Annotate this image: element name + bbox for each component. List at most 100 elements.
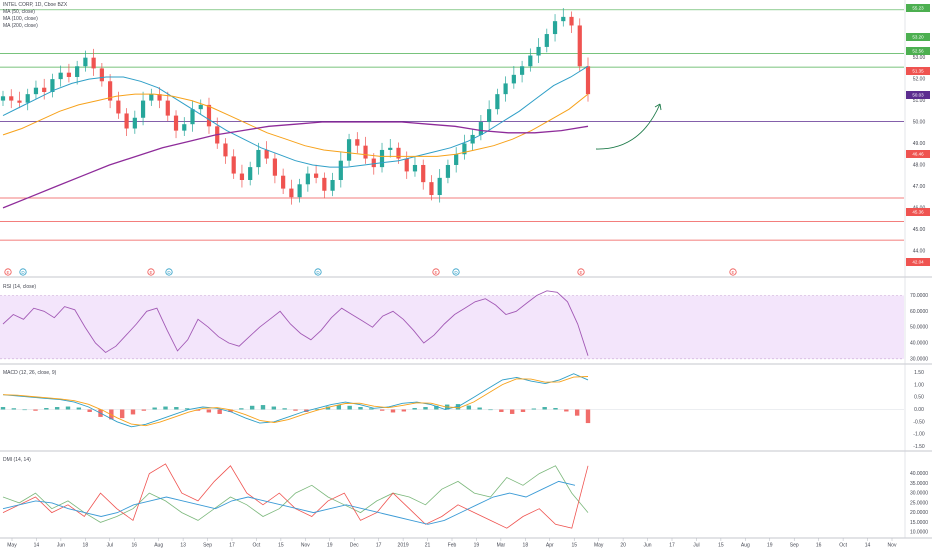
macd-line[interactable] [2,373,589,428]
candle-body-2[interactable] [17,100,22,103]
candle-body-22[interactable] [182,124,187,131]
candle-body-0[interactable] [0,96,6,101]
candle-body-39[interactable] [322,177,327,191]
rsi-pane[interactable] [0,290,904,360]
candle-body-3[interactable] [25,94,30,103]
candle-body-8[interactable] [66,72,72,77]
ma50-line[interactable] [2,65,589,168]
candle-body-15[interactable] [124,113,129,129]
macd-hist-bar-24[interactable] [260,405,266,410]
candle-body-60[interactable] [495,94,500,110]
macd-hist-bar-38[interactable] [412,408,417,410]
candle-body-69[interactable] [569,16,574,26]
candle-body-19[interactable] [157,94,162,101]
candle-body-42[interactable] [346,139,352,161]
candle-body-28[interactable] [231,156,236,174]
macd-hist-bar-13[interactable] [141,409,147,411]
macd-hist-bar-37[interactable] [401,409,407,412]
macd-hist-bar-32[interactable] [347,405,352,410]
candle-body-13[interactable] [108,81,113,101]
dmi-minus-line[interactable] [2,463,589,529]
candle-body-67[interactable] [552,21,558,35]
candle-body-63[interactable] [519,66,525,75]
macd-hist-bar-34[interactable] [369,408,374,410]
macd-hist-bar-27[interactable] [293,409,298,411]
candle-body-44[interactable] [363,145,368,159]
candle-body-36[interactable] [297,184,302,198]
candle-body-1[interactable] [9,96,14,101]
candle-body-32[interactable] [264,149,269,159]
macd-hist-bar-47[interactable] [509,409,515,414]
macd-hist-bar-43[interactable] [466,405,472,410]
event-marker-6[interactable]: D [452,268,460,276]
macd-pane[interactable] [0,373,904,428]
macd-hist-bar-45[interactable] [488,409,493,411]
macd-hist-bar-1[interactable] [11,408,17,410]
macd-hist-bar-49[interactable] [531,408,537,410]
event-marker-3[interactable]: D [165,268,173,276]
macd-hist-bar-29[interactable] [314,409,320,410]
adx-line[interactable] [2,480,576,525]
candle-body-23[interactable] [190,109,195,125]
candle-body-68[interactable] [561,16,566,22]
macd-hist-bar-33[interactable] [358,407,363,410]
candle-body-48[interactable] [396,147,401,159]
candle-body-10[interactable] [83,57,88,67]
horizontal-levels[interactable] [0,9,904,241]
candle-body-56[interactable] [462,143,467,155]
event-marker-0[interactable]: E [4,268,12,276]
event-marker-1[interactable]: D [19,268,27,276]
candle-body-30[interactable] [248,167,253,180]
candle-body-66[interactable] [544,34,549,47]
candle-body-46[interactable] [379,149,385,168]
candle-body-61[interactable] [503,83,508,95]
candle-body-7[interactable] [58,72,63,80]
candle-body-6[interactable] [50,79,55,92]
candle-body-9[interactable] [75,66,80,77]
candle-body-31[interactable] [256,149,261,168]
macd-hist-bar-48[interactable] [520,409,526,412]
candle-body-49[interactable] [404,158,409,172]
dmi-pane[interactable] [2,463,589,529]
candle-body-70[interactable] [577,25,582,67]
macd-hist-bar-0[interactable] [0,407,6,410]
candle-body-4[interactable] [33,87,39,95]
candle-body-50[interactable] [412,164,418,172]
price-badge-2[interactable]: 52.56 [906,47,930,55]
macd-hist-bar-11[interactable] [119,409,125,419]
macd-hist-bar-25[interactable] [271,406,277,410]
candle-body-33[interactable] [272,158,278,176]
candle-body-55[interactable] [454,154,459,165]
macd-hist-bar-17[interactable] [184,408,190,410]
macd-hist-bar-21[interactable] [228,409,233,412]
dmi-plus-line[interactable] [2,465,589,523]
macd-hist-bar-40[interactable] [434,405,439,410]
macd-hist-bar-2[interactable] [22,409,27,411]
macd-hist-bar-16[interactable] [174,407,179,410]
candle-body-43[interactable] [355,139,360,146]
price-badge-7[interactable]: 42.04 [906,258,930,266]
price-badge-6[interactable]: 45.36 [906,208,930,216]
price-badge-5[interactable]: 46.46 [906,150,930,158]
candle-body-45[interactable] [371,158,376,168]
macd-hist-bar-30[interactable] [325,406,331,410]
event-marker-7[interactable]: E [577,268,585,276]
macd-hist-bar-42[interactable] [455,404,461,410]
macd-hist-bar-15[interactable] [163,406,168,410]
candle-body-58[interactable] [478,122,483,135]
projection-arrow[interactable] [595,103,661,150]
macd-hist-bar-20[interactable] [217,409,222,414]
candle-body-64[interactable] [528,55,533,67]
macd-hist-bar-23[interactable] [249,405,255,410]
candle-body-24[interactable] [198,104,203,110]
candle-body-37[interactable] [305,173,310,185]
candle-body-27[interactable] [223,143,228,157]
candle-body-18[interactable] [149,94,154,101]
macd-hist-bar-51[interactable] [553,408,558,410]
candle-body-38[interactable] [313,173,319,178]
macd-hist-bar-39[interactable] [423,407,428,410]
price-badge-0[interactable]: 55.23 [906,4,930,12]
price-badge-1[interactable]: 53.20 [906,33,930,41]
